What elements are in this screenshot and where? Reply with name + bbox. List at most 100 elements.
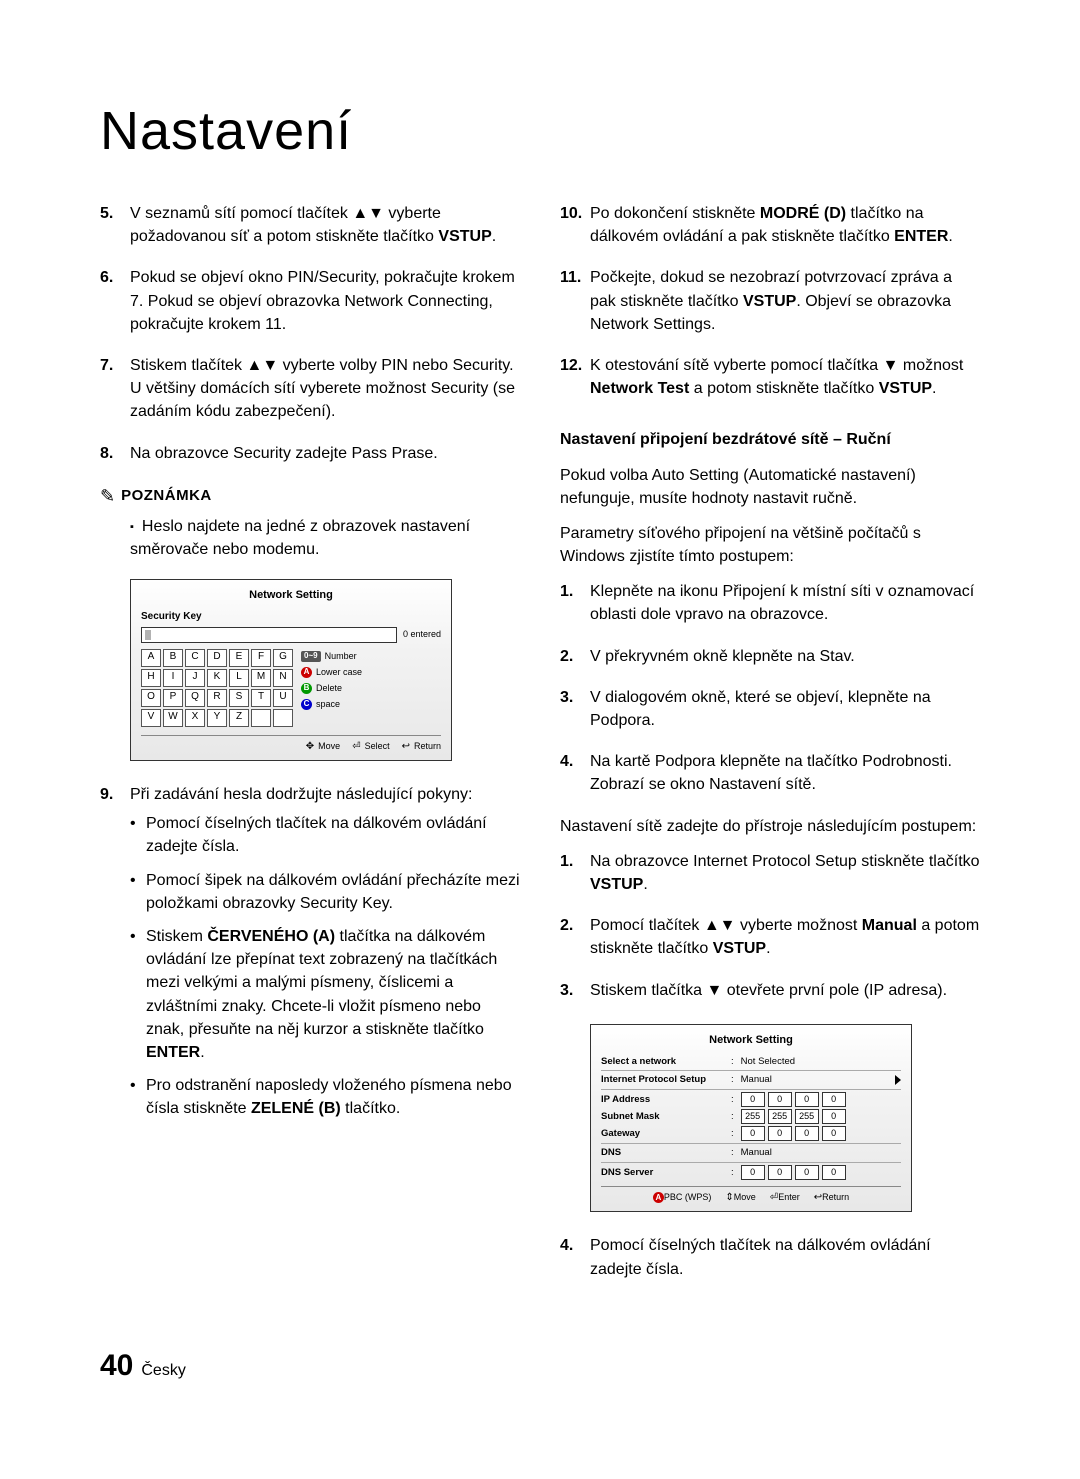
- config-value: :Manual: [731, 1146, 901, 1160]
- keyboard-key[interactable]: N: [273, 669, 293, 687]
- config-row: Subnet Mask:2552552550: [601, 1109, 901, 1124]
- ip-cell[interactable]: 0: [822, 1092, 846, 1107]
- config-row: Gateway:0000: [601, 1126, 901, 1141]
- ip-cell[interactable]: 0: [741, 1092, 765, 1107]
- step-number: 1.: [560, 580, 590, 630]
- legend-chip: A: [301, 667, 312, 678]
- step-number: 4.: [560, 1234, 590, 1284]
- keyboard-key[interactable]: A: [141, 649, 161, 667]
- select-value[interactable]: Manual: [741, 1073, 772, 1087]
- step-item: 12.K otestování sítě vyberte pomocí tlač…: [560, 354, 980, 404]
- keyboard-key[interactable]: [251, 709, 271, 727]
- ip-cell[interactable]: 0: [741, 1126, 765, 1141]
- step-item: 1.Klepněte na ikonu Připojení k místní s…: [560, 580, 980, 630]
- keyboard-key[interactable]: C: [185, 649, 205, 667]
- security-key-label: Security Key: [141, 610, 441, 625]
- keyboard-key[interactable]: X: [185, 709, 205, 727]
- keyboard-key[interactable]: I: [163, 669, 183, 687]
- ip-cell[interactable]: 0: [822, 1165, 846, 1180]
- config-row: DNS Server:0000: [601, 1165, 901, 1180]
- keyboard-key[interactable]: T: [251, 689, 271, 707]
- config-value: :Not Selected: [731, 1055, 901, 1069]
- ip-cell[interactable]: 0: [795, 1092, 819, 1107]
- ip-cell[interactable]: 0: [768, 1126, 792, 1141]
- keyboard-key[interactable]: Y: [207, 709, 227, 727]
- note-icon: ✎: [100, 483, 115, 509]
- onscreen-keyboard[interactable]: ABCDEFG HIJKLMN OPQRSTU VWXYZ: [141, 649, 293, 727]
- step-body: Pomocí číselných tlačítek na dálkovém ov…: [590, 1234, 980, 1284]
- ip-cell[interactable]: 0: [822, 1126, 846, 1141]
- step-item: 4.Pomocí číselných tlačítek na dálkovém …: [560, 1234, 980, 1284]
- footer-item: ⇕Move: [725, 1191, 755, 1206]
- step-item: 2.V překryvném okně klepněte na Stav.: [560, 645, 980, 672]
- step-body: Pokud se objeví okno PIN/Security, pokra…: [130, 266, 520, 340]
- ip-cell[interactable]: 0: [741, 1165, 765, 1180]
- figure-title: Network Setting: [141, 588, 441, 604]
- keyboard-key[interactable]: D: [207, 649, 227, 667]
- step-list: 10.Po dokončení stiskněte MODRÉ (D) tlač…: [560, 202, 980, 404]
- legend-chip: C: [301, 699, 312, 710]
- config-row: Select a network:Not Selected: [601, 1055, 901, 1069]
- note-list: Heslo najdete na jedné z obrazovek nasta…: [100, 515, 520, 561]
- keyboard-key[interactable]: G: [273, 649, 293, 667]
- step-body: Na kartě Podpora klepněte na tlačítko Po…: [590, 750, 980, 800]
- keyboard-key[interactable]: J: [185, 669, 205, 687]
- page: Nastavení 5.V seznamů sítí pomocí tlačít…: [0, 0, 1080, 1443]
- config-label: IP Address: [601, 1093, 731, 1107]
- bullet-item: Pomocí šipek na dálkovém ovládání přechá…: [130, 869, 520, 915]
- step-body: V překryvném okně klepněte na Stav.: [590, 645, 980, 672]
- keyboard-key[interactable]: O: [141, 689, 161, 707]
- keyboard-key[interactable]: B: [163, 649, 183, 667]
- step-number: 2.: [560, 645, 590, 672]
- step-item: 8.Na obrazovce Security zadejte Pass Pra…: [100, 442, 520, 469]
- legend-chip: 0~9: [301, 651, 321, 662]
- step-item: 1.Na obrazovce Internet Protocol Setup s…: [560, 850, 980, 900]
- keyboard-key[interactable]: S: [229, 689, 249, 707]
- ip-cell[interactable]: 0: [768, 1165, 792, 1180]
- keyboard-key[interactable]: H: [141, 669, 161, 687]
- ip-cell[interactable]: 0: [795, 1165, 819, 1180]
- legend-label: Lower case: [316, 666, 362, 679]
- keyboard-key[interactable]: E: [229, 649, 249, 667]
- config-label: Gateway: [601, 1127, 731, 1141]
- ip-cell[interactable]: 255: [741, 1109, 765, 1124]
- paragraph: Parametry síťového připojení na většině …: [560, 522, 980, 568]
- keyboard-key[interactable]: M: [251, 669, 271, 687]
- keyboard-key[interactable]: Z: [229, 709, 249, 727]
- ip-cell[interactable]: 255: [768, 1109, 792, 1124]
- columns: 5.V seznamů sítí pomocí tlačítek ▲▼ vybe…: [100, 202, 980, 1299]
- security-key-figure: Network Setting Security Key 0 entered A…: [130, 579, 452, 761]
- legend-row: Cspace: [301, 698, 362, 711]
- config-value: :0000: [731, 1126, 901, 1141]
- text-value: Not Selected: [741, 1055, 795, 1069]
- step-number: 7.: [100, 354, 130, 428]
- keyboard-key[interactable]: P: [163, 689, 183, 707]
- config-value: :Manual: [731, 1073, 901, 1087]
- figure-title: Network Setting: [601, 1033, 901, 1049]
- keyboard-key[interactable]: W: [163, 709, 183, 727]
- legend-label: Delete: [316, 682, 342, 695]
- keyboard-key[interactable]: F: [251, 649, 271, 667]
- step-number: 4.: [560, 750, 590, 800]
- chevron-right-icon[interactable]: [895, 1075, 901, 1085]
- ip-cell[interactable]: 0: [768, 1092, 792, 1107]
- step-list: 9.Při zadávání hesla dodržujte následují…: [100, 783, 520, 1130]
- keyboard-key[interactable]: R: [207, 689, 227, 707]
- ip-cell[interactable]: 0: [795, 1126, 819, 1141]
- keyboard-key[interactable]: V: [141, 709, 161, 727]
- step-number: 5.: [100, 202, 130, 252]
- keyboard-key[interactable]: Q: [185, 689, 205, 707]
- keyboard-key[interactable]: U: [273, 689, 293, 707]
- section-heading: Nastavení připojení bezdrátové sítě – Ru…: [560, 428, 980, 451]
- config-row: IP Address:0000: [601, 1092, 901, 1107]
- config-value: :0000: [731, 1165, 901, 1180]
- keyboard-key[interactable]: K: [207, 669, 227, 687]
- keyboard-key[interactable]: L: [229, 669, 249, 687]
- ip-cell[interactable]: 0: [822, 1109, 846, 1124]
- step-item: 5.V seznamů sítí pomocí tlačítek ▲▼ vybe…: [100, 202, 520, 252]
- ip-cell[interactable]: 255: [795, 1109, 819, 1124]
- security-key-input[interactable]: [141, 627, 397, 643]
- config-label: DNS: [601, 1146, 731, 1160]
- page-title: Nastavení: [100, 100, 980, 162]
- keyboard-key[interactable]: [273, 709, 293, 727]
